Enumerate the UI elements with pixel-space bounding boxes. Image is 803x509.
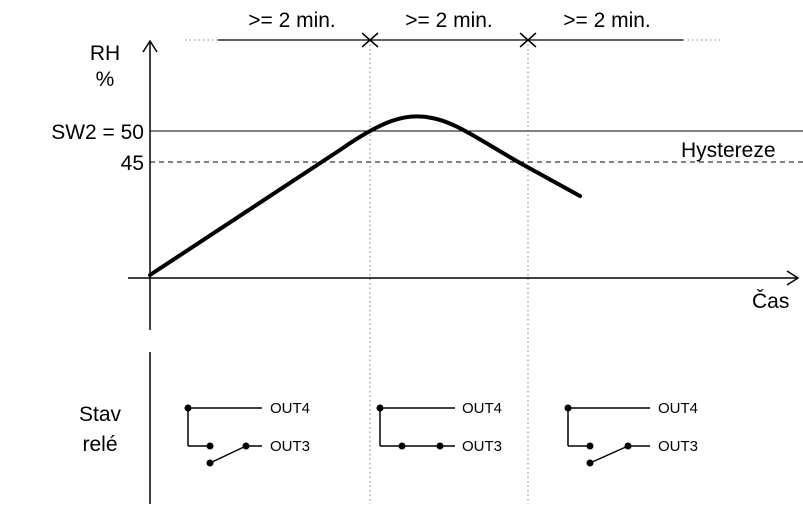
- relay-group-3: OUT4 OUT3: [564, 400, 698, 467]
- relay-3-out3-label: OUT3: [658, 438, 698, 455]
- hysteresis-label: Hystereze: [681, 139, 776, 162]
- relay-label-line2: relé: [82, 433, 117, 456]
- interval-tick-2: [519, 32, 537, 48]
- relay-3-out4-label: OUT4: [658, 400, 698, 417]
- x-axis-label: Čas: [752, 290, 789, 313]
- relay-1-out3-label: OUT3: [270, 438, 310, 455]
- relay-2-out4-label: OUT4: [462, 400, 502, 417]
- interval-label-2: >= 2 min.: [405, 9, 493, 32]
- interval-tick-1: [361, 32, 379, 48]
- y-axis-label-rh: RH: [90, 42, 120, 65]
- sw2-label: SW2 = 50: [51, 121, 144, 144]
- interval-label-3: >= 2 min.: [563, 9, 651, 32]
- humidity-curve: [148, 114, 582, 277]
- interval-label-1: >= 2 min.: [248, 9, 336, 32]
- y-axis-label-unit: %: [96, 68, 115, 91]
- relay-label-line1: Stav: [79, 403, 122, 426]
- y-axis-arrow: [142, 39, 158, 53]
- relay-1-out4-label: OUT4: [270, 400, 310, 417]
- relay-group-2: OUT4 OUT3: [376, 400, 502, 455]
- relay-group-1: OUT4 OUT3: [184, 400, 310, 467]
- x-axis-arrow: [786, 270, 800, 286]
- relay-2-out3-label: OUT3: [462, 438, 502, 455]
- hysteresis-value-label: 45: [121, 152, 144, 175]
